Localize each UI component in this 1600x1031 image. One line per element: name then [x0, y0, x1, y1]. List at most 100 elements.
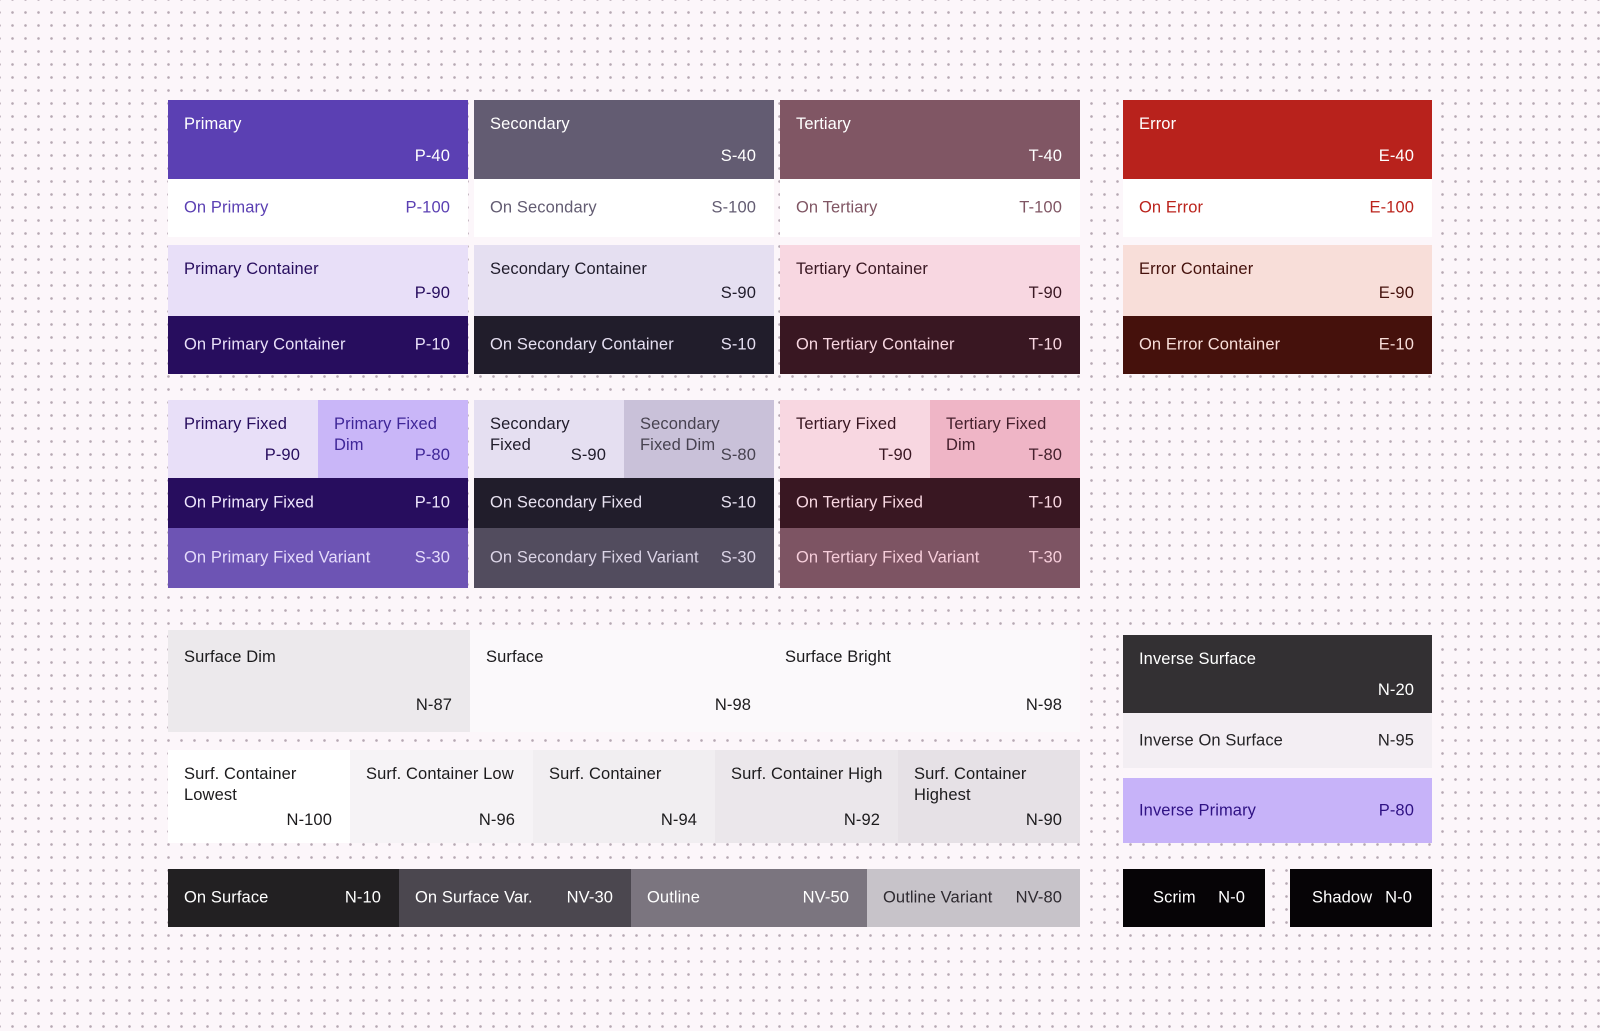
swatch-value: P-90: [264, 446, 300, 464]
swatch-on-error-container: On Error Container E-10: [1123, 316, 1432, 374]
swatch-label: On Tertiary Fixed Variant: [796, 548, 980, 567]
swatch-label: Surface Dim: [184, 648, 276, 666]
swatch-label: Shadow: [1312, 888, 1373, 907]
swatch-on-tertiary-fixed-variant: On Tertiary Fixed Variant T-30: [780, 528, 1080, 588]
swatch-secondary: Secondary S-40: [474, 100, 774, 179]
swatch-label: Outline: [647, 888, 700, 907]
swatch-value: S-90: [720, 284, 756, 302]
swatch-on-primary-container: On Primary Container P-10: [168, 316, 468, 374]
swatch-on-error: On Error E-100: [1123, 179, 1432, 237]
swatch-surface-bright: Surface Bright N-98: [769, 630, 1080, 732]
swatch-label: Secondary Fixed Dim: [640, 415, 720, 454]
swatch-value: E-40: [1378, 147, 1414, 165]
swatch-label: Tertiary Fixed Dim: [946, 415, 1047, 454]
swatch-secondary-fixed: Secondary Fixed S-90: [474, 400, 624, 478]
swatch-shadow: Shadow N-0: [1290, 869, 1432, 927]
swatch-tertiary-fixed-dim: Tertiary Fixed Dim T-80: [930, 400, 1080, 478]
swatch-value: NV-80: [1015, 888, 1062, 907]
swatch-label: Tertiary Container: [796, 260, 929, 278]
swatch-label: On Primary: [184, 198, 269, 217]
swatch-label: Primary: [184, 115, 242, 133]
swatch-on-tertiary-container: On Tertiary Container T-10: [780, 316, 1080, 374]
swatch-value: S-10: [720, 335, 756, 354]
swatch-surface-container-lowest: Surf. Container Lowest N-100: [168, 750, 350, 843]
swatch-label: Surf. Container Low: [366, 765, 514, 783]
swatch-value: E-100: [1369, 198, 1414, 217]
swatch-on-secondary-fixed: On Secondary Fixed S-10: [474, 478, 774, 528]
swatch-value: P-80: [1378, 801, 1414, 819]
swatch-label: On Error Container: [1139, 335, 1281, 354]
swatch-value: NV-50: [802, 888, 849, 907]
swatch-value: T-100: [1019, 198, 1062, 217]
swatch-label: Error: [1139, 115, 1177, 133]
swatch-value: P-90: [414, 284, 450, 302]
swatch-on-secondary-container: On Secondary Container S-10: [474, 316, 774, 374]
swatch-secondary-fixed-dim: Secondary Fixed Dim S-80: [624, 400, 774, 478]
swatch-primary-fixed: Primary Fixed P-90: [168, 400, 318, 478]
swatch-secondary-container: Secondary Container S-90: [474, 245, 774, 316]
swatch-label: Inverse Surface: [1139, 650, 1257, 668]
swatch-value: T-80: [1028, 446, 1062, 464]
swatch-value: P-100: [405, 198, 450, 217]
swatch-outline: Outline NV-50: [631, 869, 867, 927]
swatch-label: Primary Container: [184, 260, 319, 278]
swatch-on-surface-variant: On Surface Var. NV-30: [399, 869, 631, 927]
swatch-label: Surf. Container Lowest: [184, 765, 297, 804]
swatch-value: P-80: [414, 446, 450, 464]
swatch-label: Secondary Fixed: [490, 415, 570, 454]
swatch-label: Scrim: [1153, 888, 1196, 907]
swatch-value: E-10: [1378, 335, 1414, 354]
swatch-surface-container-high: Surf. Container High N-92: [715, 750, 898, 843]
swatch-label: On Secondary Fixed Variant: [490, 548, 699, 567]
swatch-label: Secondary Container: [490, 260, 647, 278]
swatch-label: Primary Fixed: [184, 415, 288, 433]
swatch-on-tertiary-fixed: On Tertiary Fixed T-10: [780, 478, 1080, 528]
swatch-label: On Error: [1139, 198, 1204, 217]
swatch-inverse-primary: Inverse Primary P-80: [1123, 778, 1432, 843]
swatch-surface: Surface N-98: [470, 630, 769, 732]
swatch-label: On Secondary Fixed: [490, 493, 643, 512]
swatch-error-container: Error Container E-90: [1123, 245, 1432, 316]
swatch-label: On Tertiary: [796, 198, 878, 217]
swatch-label: Secondary: [490, 115, 570, 133]
swatch-label: Error Container: [1139, 260, 1254, 278]
swatch-label: Surface: [486, 648, 544, 666]
swatch-value: N-90: [1025, 811, 1062, 829]
swatch-primary-fixed-dim: Primary Fixed Dim P-80: [318, 400, 468, 478]
swatch-label: Surf. Container High: [731, 765, 883, 783]
swatch-value: N-92: [843, 811, 880, 829]
swatch-value: N-87: [415, 696, 452, 714]
swatch-label: On Secondary Container: [490, 335, 674, 354]
swatch-tertiary-fixed: Tertiary Fixed T-90: [780, 400, 930, 478]
swatch-inverse-on-surface: Inverse On Surface N-95: [1123, 713, 1432, 768]
swatch-label: Surf. Container Highest: [914, 765, 1027, 804]
swatch-value: P-10: [414, 335, 450, 354]
swatch-label: On Secondary: [490, 198, 597, 217]
swatch-on-secondary-fixed-variant: On Secondary Fixed Variant S-30: [474, 528, 774, 588]
swatch-primary: Primary P-40: [168, 100, 468, 179]
swatch-label: On Surface Var.: [415, 888, 533, 907]
swatch-on-primary-fixed-variant: On Primary Fixed Variant S-30: [168, 528, 468, 588]
swatch-scrim: Scrim N-0: [1123, 869, 1265, 927]
swatch-value: N-94: [660, 811, 697, 829]
swatch-value: N-20: [1377, 681, 1414, 699]
swatch-value: S-100: [711, 198, 756, 217]
swatch-value: N-0: [1218, 888, 1245, 907]
swatch-value: E-90: [1378, 284, 1414, 302]
swatch-value: S-80: [720, 446, 756, 464]
swatch-outline-variant: Outline Variant NV-80: [867, 869, 1080, 927]
swatch-on-primary: On Primary P-100: [168, 179, 468, 237]
swatch-value: S-30: [414, 548, 450, 567]
swatch-surface-dim: Surface Dim N-87: [168, 630, 470, 732]
swatch-tertiary: Tertiary T-40: [780, 100, 1080, 179]
swatch-value: N-98: [714, 696, 751, 714]
swatch-value: N-0: [1385, 888, 1412, 907]
swatch-label: Surf. Container: [549, 765, 662, 783]
swatch-value: T-10: [1028, 493, 1062, 512]
swatch-label: On Tertiary Fixed: [796, 493, 924, 512]
swatch-on-tertiary: On Tertiary T-100: [780, 179, 1080, 237]
swatch-label: Surface Bright: [785, 648, 891, 666]
swatch-value: T-90: [1028, 284, 1062, 302]
swatch-surface-container: Surf. Container N-94: [533, 750, 715, 843]
swatch-label: Tertiary Fixed: [796, 415, 897, 433]
